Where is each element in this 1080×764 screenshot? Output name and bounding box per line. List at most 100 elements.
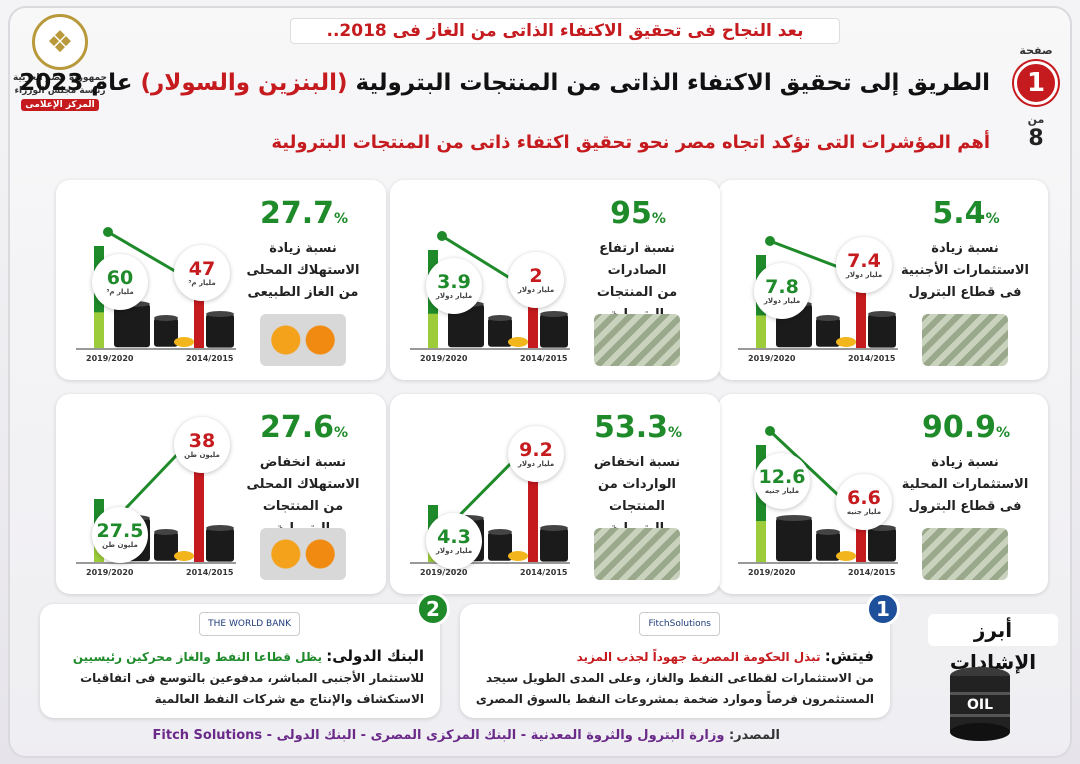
arrow-head <box>437 231 447 241</box>
bar-old <box>194 445 204 562</box>
praise-line-2-1: يظل قطاعا النفط والغاز محركين رئيسيين <box>72 650 323 664</box>
chart-svg <box>738 426 898 564</box>
bar-chart: 27.5 مليون طن 38 مليون طن 2019/2020 2014/2015 <box>66 404 241 586</box>
value-new-unit: مليار جنيه <box>764 487 800 495</box>
page-total: 8 <box>1028 126 1044 151</box>
value-old: 6.6 مليار جنيه <box>836 474 892 530</box>
value-new-number: 60 <box>106 267 134 289</box>
indicator-card: 27.6% نسبة انخفاض الاستهلاك المحلى من المنت… <box>56 394 386 594</box>
barrel-icon <box>816 529 840 561</box>
desc-line: نسبة انخفاض <box>259 455 347 470</box>
card-percentage: 90.9% <box>906 410 1026 445</box>
value-new-number: 3.9 <box>437 271 471 293</box>
value-new: 3.9 مليار دولار <box>426 258 482 314</box>
coins-icon <box>508 551 528 561</box>
card-percentage: 27.7% <box>244 196 364 231</box>
value-new-unit: مليار دولار <box>435 292 473 300</box>
indicator-card: 27.7% نسبة زيادة الاستهلاك المحلى من الغاز … <box>56 180 386 380</box>
value-old-unit: مليار دولار <box>517 286 555 294</box>
page-label: صفحة <box>1019 44 1053 57</box>
barrel-icon <box>540 311 568 348</box>
desc-line: الواردات من المنتجات <box>598 477 676 514</box>
bar-chart: 4.3 مليار دولار 9.2 مليار دولار 2019/2020 201… <box>400 404 575 586</box>
desc-line: فى قطاع البترول <box>908 285 1022 300</box>
barrel-label: OIL <box>967 697 993 713</box>
barrel-icon <box>154 529 178 561</box>
praise-title: أبرز الإشادات <box>928 614 1058 674</box>
barrel-icon <box>488 315 512 347</box>
bar-old <box>528 454 538 562</box>
desc-line: من الغاز الطبيعى <box>247 285 359 300</box>
world-bank-logo-icon: THE WORLD BANK <box>199 612 300 636</box>
logo-line-3: المركز الإعلامى <box>21 99 99 111</box>
title-highlight: (البنزين والسولار) <box>140 70 348 96</box>
praise-text-2: البنك الدولى: يظل قطاعا النفط والغاز محر… <box>54 646 424 710</box>
subtitle: أهم المؤشرات التى تؤكد اتجاه مصر نحو تحق… <box>271 132 990 153</box>
value-new-unit: مليار دولار <box>435 547 473 555</box>
value-new-unit: مليار م³ <box>106 288 134 296</box>
desc-line: نسبة انخفاض <box>593 455 681 470</box>
card-percentage: 27.6% <box>244 410 364 445</box>
desc-line: نسبة زيادة <box>269 241 337 256</box>
value-old-unit: مليار جنيه <box>846 508 882 516</box>
chart-baseline <box>410 348 570 350</box>
barrel-icon <box>540 525 568 562</box>
fitch-logo-icon: FitchSolutions <box>639 612 720 636</box>
year-new: 2019/2020 <box>86 354 134 363</box>
barrel-icon <box>776 515 812 562</box>
desc-line: الاستهلاك المحلى <box>246 477 360 492</box>
year-new: 2019/2020 <box>748 568 796 577</box>
arrow-head <box>765 426 775 436</box>
value-old-number: 2 <box>529 265 543 287</box>
pct-value: 95 <box>610 196 652 231</box>
praise-number-1: 1 <box>866 592 900 626</box>
value-old-number: 38 <box>188 430 216 452</box>
desc-line: الصادرات <box>607 263 667 278</box>
value-new: 7.8 مليار دولار <box>754 263 810 319</box>
barrel-icon <box>154 315 178 347</box>
indicator-card: 5.4% نسبة زيادة الاستثمارات الأجنبية فى قطا… <box>718 180 1048 380</box>
value-new-unit: مليار دولار <box>763 297 801 305</box>
value-new: 27.5 مليون طن <box>92 507 148 563</box>
pct-value: 27.6 <box>259 410 334 445</box>
bar-new-lower <box>756 315 766 348</box>
card-percentage: 95% <box>578 196 698 231</box>
praise-text-1: فيتش: تبذل الحكومة المصرية جهوداً لجذب ا… <box>474 646 874 710</box>
pct-symbol: % <box>651 211 666 227</box>
pct-symbol: % <box>996 425 1011 441</box>
eagle-seal-icon: ❖ <box>32 14 88 70</box>
year-new: 2019/2020 <box>420 568 468 577</box>
praise-card-fitch: 1 FitchSolutions فيتش: تبذل الحكومة المص… <box>460 592 900 718</box>
page-number: 1 <box>1014 61 1058 105</box>
top-line: بعد النجاح فى تحقيق الاكتفاء الذاتى من ا… <box>290 18 840 44</box>
pct-symbol: % <box>985 211 1000 227</box>
value-new-unit: مليون طن <box>102 541 138 549</box>
value-new: 60 مليار م³ <box>92 254 148 310</box>
chart-baseline <box>410 562 570 564</box>
praise-line-1-3: المستثمرون فرصاً وموارد ضخمة بمشروعات ال… <box>475 692 874 706</box>
praise-line-1-1: تبذل الحكومة المصرية جهوداً لجذب المزيد <box>576 650 821 664</box>
value-new-number: 27.5 <box>96 520 144 542</box>
card-percentage: 5.4% <box>906 196 1026 231</box>
praise-card-worldbank: 2 THE WORLD BANK البنك الدولى: يظل قطاعا… <box>40 592 450 718</box>
indicator-card: 90.9% نسبة زيادة الاستثمارات المحلية فى قطا… <box>718 394 1048 594</box>
arrow-head <box>765 236 775 246</box>
bar-chart: 12.6 مليار جنيه 6.6 مليار جنيه 2019/2020 2014… <box>728 404 903 586</box>
praise-number-2: 2 <box>416 592 450 626</box>
value-new: 4.3 مليار دولار <box>426 513 482 569</box>
money-icon <box>594 314 680 366</box>
bar-chart: 3.9 مليار دولار 2 مليار دولار 2019/2020 2014/… <box>400 190 575 372</box>
pct-symbol: % <box>334 211 349 227</box>
year-new: 2019/2020 <box>748 354 796 363</box>
value-new-number: 7.8 <box>765 276 799 298</box>
main-title: الطريق إلى تحقيق الاكتفاء الذاتى من المن… <box>19 70 990 96</box>
desc-line: الاستهلاك المحلى <box>246 263 360 278</box>
praise-source-2: البنك الدولى: <box>326 647 424 665</box>
pct-symbol: % <box>668 425 683 441</box>
cabinet-logo: ❖ جمهورية مصر العربية رئاسة مجلس الوزراء… <box>13 14 107 122</box>
